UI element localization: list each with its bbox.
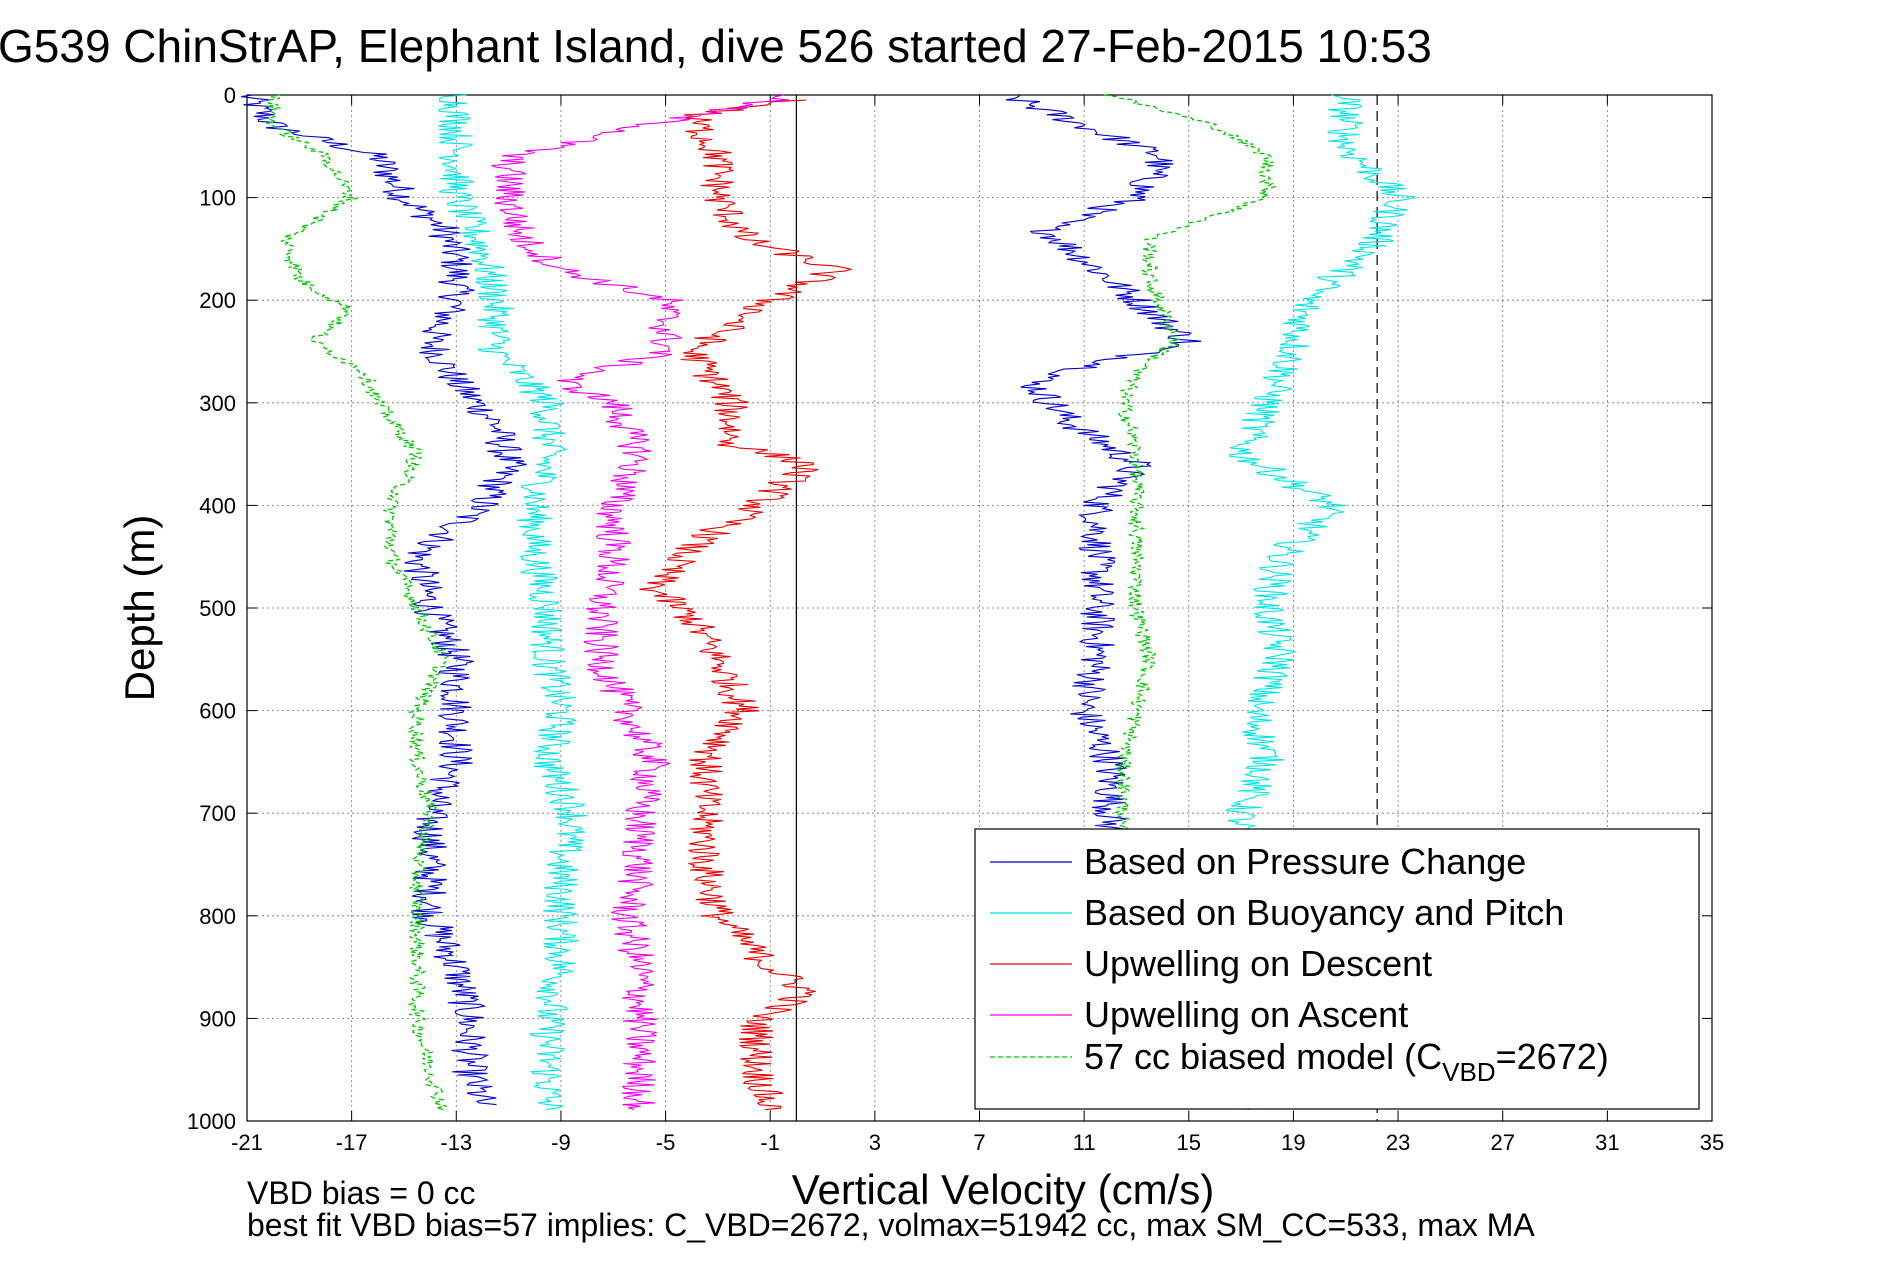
y-tick-label: 0 [224, 83, 236, 108]
x-tick-label: 15 [1177, 1130, 1201, 1155]
y-tick-label: 600 [199, 699, 236, 724]
y-tick-label: 300 [199, 391, 236, 416]
y-tick-label: 100 [199, 186, 236, 211]
y-tick-label: 400 [199, 493, 236, 518]
x-tick-label: 31 [1595, 1130, 1619, 1155]
series-layer [241, 94, 1416, 1111]
chart-title: G539 ChinStrAP, Elephant Island, dive 52… [0, 20, 1432, 72]
legend-label-3: Upwelling on Descent [1084, 943, 1432, 984]
y-tick-labels: 0 100 200 300 400 500 600 700 800 900 1000 [187, 83, 236, 1134]
y-tick-label: 1000 [187, 1109, 236, 1134]
legend-box [974, 828, 1700, 1110]
x-tick-label: 35 [1700, 1130, 1724, 1155]
series-1-descent-line [241, 94, 527, 1106]
series-4-line [491, 94, 790, 1111]
x-tick-label: 7 [973, 1130, 985, 1155]
x-tick-label: -1 [760, 1130, 780, 1155]
legend-label-1: Based on Pressure Change [1084, 841, 1526, 882]
y-tick-label: 800 [199, 904, 236, 929]
legend: Based on Pressure Change Based on Buoyanc… [974, 828, 1700, 1110]
x-tick-label: 27 [1490, 1130, 1514, 1155]
legend-label-2: Based on Buoyancy and Pitch [1084, 892, 1564, 933]
series-5-descent-line [265, 94, 450, 1111]
x-tick-label: 3 [869, 1130, 881, 1155]
x-tick-label: -17 [336, 1130, 368, 1155]
x-tick-label: 11 [1073, 1130, 1096, 1155]
x-tick-label: -13 [440, 1130, 472, 1155]
series-3-line [639, 99, 853, 1111]
x-tick-label: -5 [656, 1130, 676, 1155]
series-2-descent-line [438, 94, 588, 1111]
footer-best-fit: best fit VBD bias=57 implies: C_VBD=2672… [247, 1207, 1535, 1243]
y-tick-label: 200 [199, 288, 236, 313]
x-tick-label: -9 [551, 1130, 571, 1155]
series-5-ascent-line [1101, 94, 1278, 1111]
footer-vbd-bias: VBD bias = 0 cc [247, 1175, 476, 1211]
x-tick-label: 19 [1281, 1130, 1305, 1155]
y-tick-label: 700 [199, 801, 236, 826]
x-tick-labels: -21 -17 -13 -9 -5 -1 3 7 11 15 19 23 27 31 35 [231, 1130, 1724, 1155]
y-axis-label: Depth (m) [116, 515, 163, 702]
y-tick-label: 500 [199, 596, 236, 621]
y-tick-label: 900 [199, 1006, 236, 1031]
grid-lines [246, 94, 1713, 1122]
x-axis-label: Vertical Velocity (cm/s) [792, 1166, 1214, 1213]
x-tick-label: 23 [1386, 1130, 1410, 1155]
legend-label-4: Upwelling on Ascent [1084, 994, 1408, 1035]
x-tick-label: -21 [231, 1130, 263, 1155]
